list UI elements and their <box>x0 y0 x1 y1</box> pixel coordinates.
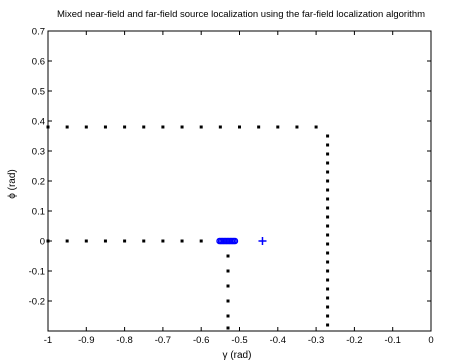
data-point <box>180 239 184 243</box>
plot-frame <box>47 30 432 332</box>
x-tick-label: -0.1 <box>385 335 401 346</box>
data-point <box>326 305 330 309</box>
x-tick-label: -1 <box>44 335 52 346</box>
data-point <box>218 125 222 129</box>
data-point <box>84 239 88 243</box>
data-point <box>65 239 69 243</box>
data-point <box>326 152 330 156</box>
y-tick-label: 0.4 <box>32 117 45 128</box>
data-point <box>226 326 230 330</box>
data-point <box>180 125 184 129</box>
data-point <box>142 125 146 129</box>
data-point <box>326 314 330 318</box>
data-point <box>199 239 203 243</box>
x-tick-label: -0.5 <box>231 335 247 346</box>
x-tick-label: -0.2 <box>346 335 362 346</box>
data-point <box>295 125 299 129</box>
data-point <box>123 125 127 129</box>
data-point <box>326 188 330 192</box>
x-tick-label: -0.4 <box>270 335 286 346</box>
data-point <box>257 125 261 129</box>
data-point <box>326 170 330 174</box>
data-point <box>226 284 230 288</box>
y-tick-label: -0.2 <box>29 297 45 308</box>
data-point <box>314 125 318 129</box>
data-point <box>326 224 330 228</box>
data-point <box>326 260 330 264</box>
data-point <box>326 296 330 300</box>
y-tick-label: 0.1 <box>32 207 45 218</box>
data-point-plus <box>258 237 267 245</box>
y-tick-label: 0.6 <box>32 57 45 68</box>
data-point <box>326 134 330 138</box>
x-tick-label: -0.7 <box>155 335 171 346</box>
data-point <box>161 239 165 243</box>
data-point <box>326 197 330 201</box>
data-point <box>326 278 330 282</box>
x-tick-label: -0.8 <box>116 335 132 346</box>
data-point <box>326 143 330 147</box>
data-point <box>326 206 330 210</box>
y-axis-label: ϕ (rad) <box>7 169 18 199</box>
data-point <box>238 125 241 129</box>
data-point <box>276 125 280 129</box>
data-point <box>199 125 203 129</box>
data-point <box>326 161 330 165</box>
data-point <box>226 299 230 303</box>
y-tick-label: 0 <box>40 237 45 248</box>
x-axis-label: γ (rad) <box>223 350 252 361</box>
data-point <box>65 125 69 129</box>
y-tick-label: 0.7 <box>32 27 45 38</box>
data-point-circle <box>231 237 239 245</box>
y-tick-label: 0.5 <box>32 87 45 98</box>
data-point <box>326 233 330 237</box>
data-point <box>226 254 230 258</box>
data-point <box>226 314 230 318</box>
data-point <box>326 287 330 291</box>
data-point <box>161 125 165 129</box>
data-point <box>326 179 330 183</box>
data-point <box>46 239 50 243</box>
data-point <box>103 239 107 243</box>
data-point <box>326 323 330 327</box>
plot-area: -1 -0.9 -0.8 -0.7 -0.6 -0.5 -0.4 -0.3 -0.2 -0.1 0 -… <box>29 27 434 347</box>
data-point <box>326 269 330 273</box>
data-point <box>326 242 330 246</box>
x-tick-label: -0.6 <box>193 335 209 346</box>
data-point <box>326 215 330 219</box>
chart-title: Mixed near-field and far-field source lo… <box>57 9 425 20</box>
data-point <box>103 125 107 129</box>
data-point <box>142 239 146 243</box>
x-tick-label: -0.9 <box>78 335 94 346</box>
data-point <box>123 239 127 243</box>
y-tick-label: -0.1 <box>29 267 45 278</box>
data-point <box>326 251 330 255</box>
data-point <box>226 269 230 273</box>
y-tick-label: 0.3 <box>32 147 45 158</box>
y-tick-label: 0.2 <box>32 177 45 188</box>
x-tick-label: 0 <box>428 335 433 346</box>
data-point <box>46 125 50 129</box>
data-point <box>84 125 88 129</box>
x-tick-label: -0.3 <box>308 335 324 346</box>
